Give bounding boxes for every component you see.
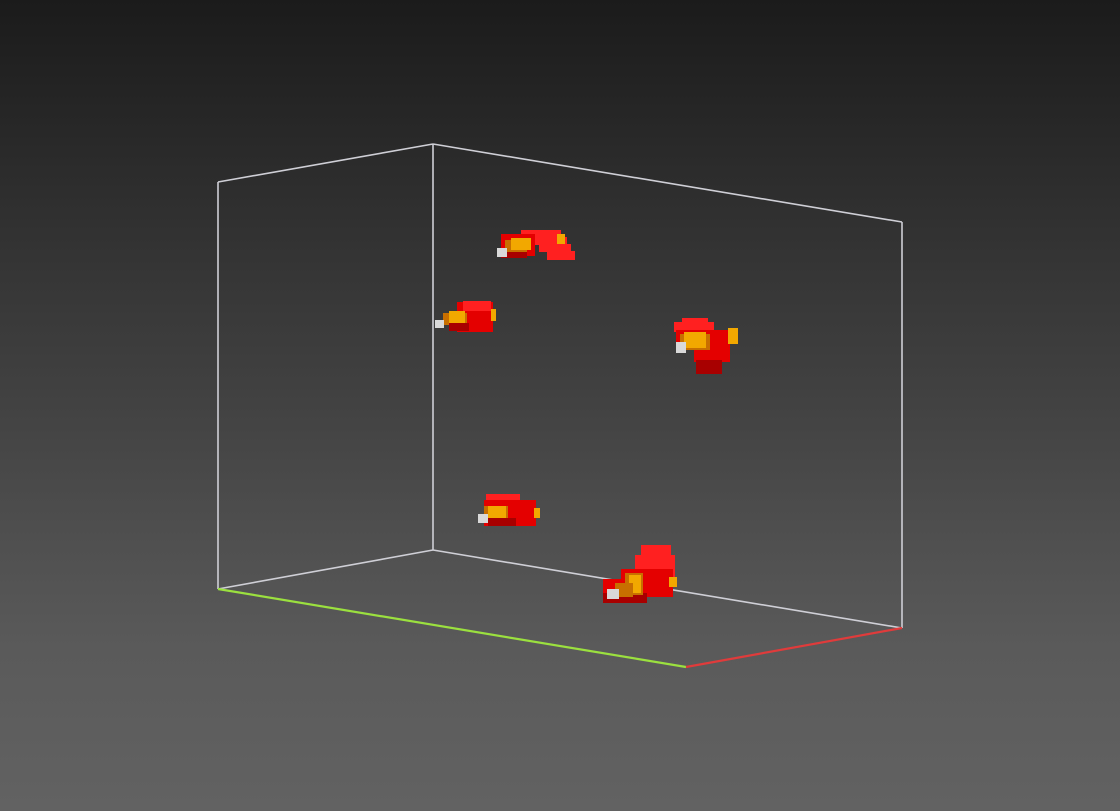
x-axis-line: [685, 626, 903, 669]
box-edge-left-top: [217, 143, 434, 183]
box-edge-back-top: [432, 143, 903, 223]
axes: [217, 587, 903, 669]
voxel-bird[interactable]: [478, 494, 540, 526]
y-axis-line: [217, 587, 687, 669]
voxel-bird[interactable]: [674, 318, 738, 374]
box-edge-left-bottom: [217, 549, 434, 590]
voxel-bird[interactable]: [435, 301, 496, 332]
voxel-bird[interactable]: [603, 545, 677, 603]
voxel-bird[interactable]: [497, 230, 575, 260]
bounding-box: [217, 143, 903, 629]
